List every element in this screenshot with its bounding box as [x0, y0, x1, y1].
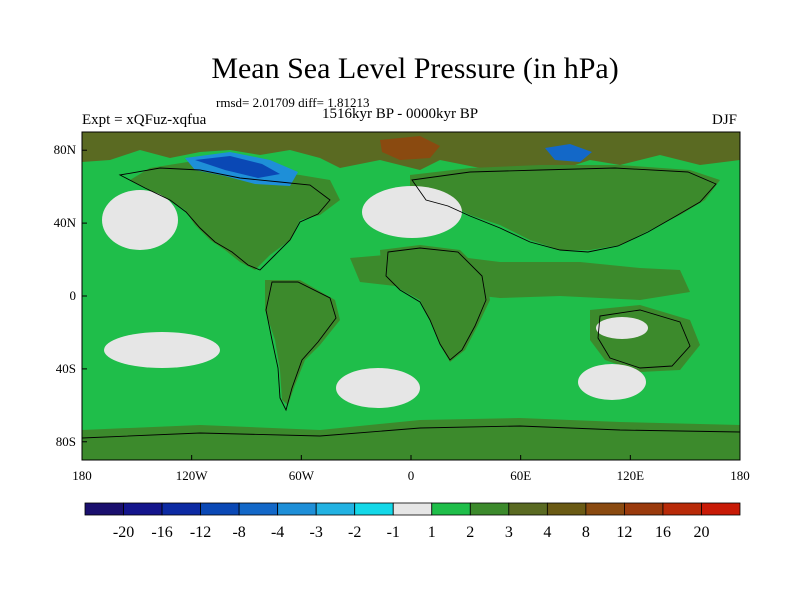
colorbar: -20 -16 -12 -8 -4 -3 -2 -1 1 2 3 4 8 12 16 20: [84, 502, 741, 541]
x-tick-label: 60E: [510, 468, 531, 483]
colorbar-swatch: [200, 502, 240, 516]
x-axis: 180 120W 60W 0 60E 120E 180: [72, 455, 750, 483]
chart-title: Mean Sea Level Pressure (in hPa): [211, 52, 619, 85]
region-tropical-band: [350, 252, 690, 300]
colorbar-swatch: [431, 502, 471, 516]
map-field: [82, 132, 740, 460]
colorbar-swatch: [354, 502, 394, 516]
colorbar-label: -4: [271, 524, 284, 541]
colorbar-label: 4: [543, 524, 551, 541]
colorbar-label: -3: [310, 524, 323, 541]
colorbar-swatch: [662, 502, 702, 516]
colorbar-swatch: [701, 502, 741, 516]
colorbar-label: -2: [348, 524, 361, 541]
region-arctic-hot: [380, 136, 440, 160]
y-tick-label: 40N: [54, 215, 77, 230]
x-tick-label: 0: [408, 468, 415, 483]
region-north-pacific-gray: [102, 190, 178, 250]
y-tick-label: 0: [70, 288, 77, 303]
y-tick-label: 80N: [54, 142, 77, 157]
colorbar-label: 1: [428, 524, 436, 541]
colorbar-label: -8: [232, 524, 245, 541]
colorbar-label: 8: [582, 524, 590, 541]
coastlines: [82, 167, 740, 439]
region-eurasia: [410, 165, 720, 250]
period-text: 1516kyr BP - 0000kyr BP: [322, 106, 479, 122]
colorbar-swatch: [161, 502, 201, 516]
colorbar-swatch: [392, 502, 433, 516]
y-tick-label: 40S: [56, 361, 76, 376]
region-australia-gray: [596, 317, 648, 339]
colorbar-label: -1: [387, 524, 400, 541]
colorbar-swatch: [508, 502, 548, 516]
colorbar-swatch: [84, 502, 124, 516]
colorbar-label: 20: [693, 524, 709, 541]
colorbar-swatch: [123, 502, 163, 516]
colorbar-swatch: [585, 502, 625, 516]
x-tick-label: 120E: [617, 468, 645, 483]
region-south-indian-gray: [578, 364, 646, 400]
colorbar-swatch: [469, 502, 510, 516]
colorbar-swatch: [546, 502, 587, 516]
y-axis: 80N 40N 0 40S 80S: [54, 142, 87, 449]
region-north-atlantic-gray: [362, 186, 462, 238]
region-south-pacific-gray: [104, 332, 220, 368]
stats-text: rmsd= 2.01709 diff= 1.81213: [216, 95, 370, 110]
colorbar-label: -16: [151, 524, 172, 541]
region-canadian-arctic-deep: [195, 156, 280, 178]
region-east-siberia-negative: [545, 144, 592, 162]
colorbar-swatch: [315, 502, 356, 516]
colorbar-label: 16: [655, 524, 671, 541]
colorbar-swatch: [277, 502, 317, 516]
x-tick-label: 180: [72, 468, 92, 483]
colorbar-label: -20: [113, 524, 134, 541]
x-tick-label: 60W: [289, 468, 315, 483]
x-tick-label: 180: [730, 468, 750, 483]
colorbar-swatch: [624, 502, 664, 516]
region-north-america: [130, 160, 340, 270]
y-tick-label: 80S: [56, 434, 76, 449]
colorbar-label: 2: [466, 524, 474, 541]
x-tick-label: 120W: [176, 468, 209, 483]
region-south-atlantic-gray: [336, 368, 420, 408]
colorbar-label: 3: [505, 524, 513, 541]
colorbar-label: -12: [190, 524, 211, 541]
colorbar-swatch: [238, 502, 279, 516]
region-south-america: [265, 280, 340, 405]
season-label: DJF: [712, 112, 738, 128]
experiment-label: Expt = xQFuz-xqfua: [82, 112, 207, 128]
colorbar-label: 12: [616, 524, 632, 541]
